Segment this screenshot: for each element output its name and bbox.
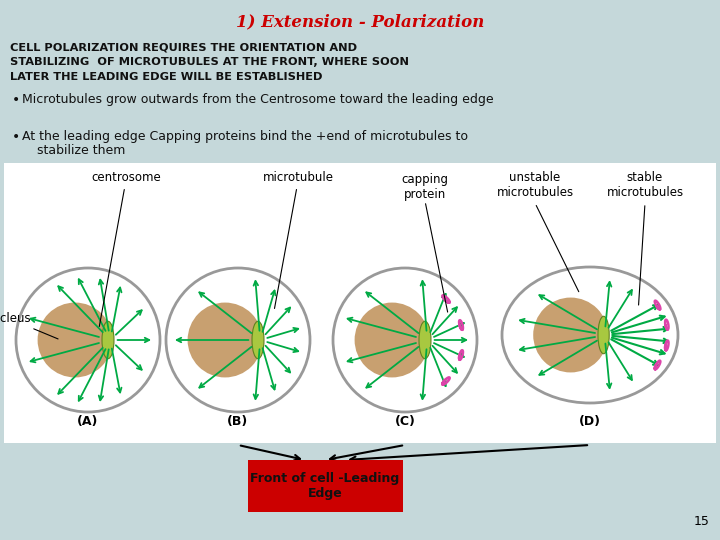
Text: STABILIZING  OF MICROTUBULES AT THE FRONT, WHERE SOON: STABILIZING OF MICROTUBULES AT THE FRONT… <box>10 57 409 67</box>
Ellipse shape <box>502 267 678 403</box>
Text: nucleus: nucleus <box>0 312 58 339</box>
Text: Front of cell -Leading
Edge: Front of cell -Leading Edge <box>251 472 400 500</box>
Text: stabilize them: stabilize them <box>37 144 125 157</box>
Text: CELL POLARIZATION REQUIRES THE ORIENTATION AND: CELL POLARIZATION REQUIRES THE ORIENTATI… <box>10 42 357 52</box>
Ellipse shape <box>419 321 431 359</box>
Text: •: • <box>12 93 20 107</box>
Text: 15: 15 <box>694 515 710 528</box>
Text: (C): (C) <box>395 415 415 428</box>
Text: (D): (D) <box>579 415 601 428</box>
Text: LATER THE LEADING EDGE WILL BE ESTABLISHED: LATER THE LEADING EDGE WILL BE ESTABLISH… <box>10 72 323 82</box>
Circle shape <box>166 268 310 412</box>
Circle shape <box>333 268 477 412</box>
Bar <box>4 163 716 443</box>
Ellipse shape <box>102 321 114 359</box>
Text: stable
microtubules: stable microtubules <box>606 171 683 199</box>
Circle shape <box>534 298 608 373</box>
Text: At the leading edge Capping proteins bind the +end of microtubules to: At the leading edge Capping proteins bin… <box>22 130 468 143</box>
Ellipse shape <box>598 316 609 354</box>
FancyBboxPatch shape <box>248 460 402 512</box>
Circle shape <box>355 302 429 377</box>
Text: capping
protein: capping protein <box>402 173 449 201</box>
Text: •: • <box>12 130 20 144</box>
Text: centrosome: centrosome <box>91 171 161 327</box>
Text: unstable
microtubules: unstable microtubules <box>496 171 574 199</box>
Ellipse shape <box>252 321 264 359</box>
Circle shape <box>37 302 112 377</box>
Text: Microtubules grow outwards from the Centrosome toward the leading edge: Microtubules grow outwards from the Cent… <box>22 93 494 106</box>
Circle shape <box>16 268 160 412</box>
Circle shape <box>188 302 263 377</box>
Text: (B): (B) <box>228 415 248 428</box>
Text: 1) Extension - Polarization: 1) Extension - Polarization <box>236 14 484 30</box>
Text: (A): (A) <box>77 415 99 428</box>
Text: microtubule: microtubule <box>264 171 334 308</box>
